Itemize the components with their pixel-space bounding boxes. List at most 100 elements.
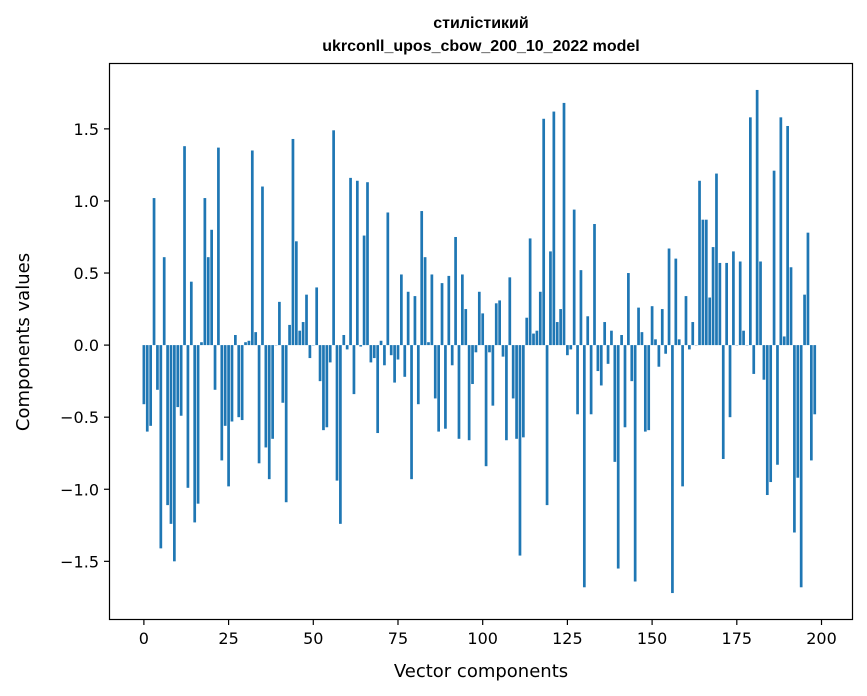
- bar: [379, 340, 383, 346]
- bar: [291, 138, 295, 346]
- chart-title: стилістикий: [433, 15, 528, 32]
- bar: [772, 170, 776, 346]
- bar: [657, 345, 661, 367]
- bar: [413, 296, 417, 346]
- bar: [257, 345, 261, 464]
- bar: [355, 180, 359, 346]
- bar: [335, 345, 339, 481]
- bar: [633, 345, 637, 582]
- bar: [508, 277, 512, 346]
- bar: [738, 261, 742, 346]
- bar: [691, 322, 695, 346]
- bar: [400, 274, 403, 346]
- bar: [515, 345, 518, 439]
- bar: [467, 345, 471, 441]
- bar: [555, 322, 559, 346]
- bar: [342, 335, 346, 346]
- bar: [572, 209, 576, 346]
- bar: [582, 345, 586, 588]
- bar: [559, 309, 562, 346]
- bar: [599, 345, 603, 386]
- bar: [345, 345, 349, 350]
- bar: [284, 345, 288, 503]
- y-tick-label: 0.5: [74, 264, 99, 283]
- bar: [427, 342, 430, 346]
- bar: [793, 345, 796, 533]
- bar: [576, 345, 579, 415]
- bar: [538, 291, 542, 346]
- bar: [440, 283, 444, 346]
- bar: [762, 345, 766, 380]
- bar: [173, 345, 176, 562]
- bar: [213, 345, 217, 390]
- bar: [589, 345, 593, 415]
- bar: [616, 345, 620, 569]
- bar: [267, 345, 271, 480]
- bar: [369, 345, 373, 363]
- bar: [396, 345, 400, 360]
- bar: [447, 275, 451, 346]
- y-tick-label: −1.5: [60, 552, 99, 571]
- x-tick-label: 25: [218, 629, 238, 648]
- bar: [664, 345, 668, 354]
- x-tick-label: 200: [806, 629, 837, 648]
- bar: [525, 317, 529, 346]
- bar: [362, 235, 366, 346]
- bar: [156, 345, 159, 390]
- bar: [328, 345, 332, 363]
- bar: [593, 224, 596, 346]
- bar: [630, 345, 634, 382]
- bar: [196, 345, 200, 504]
- bar: [667, 248, 671, 346]
- bar: [278, 301, 281, 346]
- bar: [603, 322, 607, 346]
- bar: [210, 229, 213, 346]
- bar: [294, 241, 298, 346]
- bar: [769, 345, 773, 483]
- bar: [281, 345, 285, 403]
- y-axis-label: Components values: [13, 253, 34, 431]
- bar: [535, 330, 539, 346]
- bar: [518, 345, 522, 556]
- bar: [444, 345, 447, 429]
- bar: [271, 345, 274, 439]
- y-tick-label: −0.5: [60, 408, 99, 427]
- bar: [166, 345, 169, 506]
- bar: [464, 309, 468, 346]
- bar: [217, 147, 220, 346]
- bar: [220, 345, 224, 461]
- bar: [325, 345, 329, 428]
- bar: [728, 345, 732, 418]
- bar: [332, 130, 335, 346]
- bar: [264, 345, 268, 448]
- bar: [566, 345, 569, 356]
- x-axis-label: Vector components: [394, 661, 568, 682]
- y-tick-label: −1.0: [60, 480, 99, 499]
- bar: [562, 102, 566, 346]
- bar: [420, 211, 424, 346]
- bar: [474, 345, 478, 353]
- bar: [383, 345, 386, 366]
- bar: [732, 251, 735, 346]
- bar: [715, 173, 718, 346]
- bar: [240, 345, 244, 421]
- bar: [725, 262, 728, 346]
- bar: [674, 258, 678, 346]
- bar: [610, 330, 613, 346]
- bar: [640, 332, 644, 346]
- bar: [339, 345, 342, 524]
- bar: [789, 267, 793, 346]
- bar: [189, 281, 193, 346]
- bar: [261, 186, 264, 346]
- bar: [627, 273, 630, 346]
- bar: [183, 146, 186, 346]
- bar: [806, 232, 810, 346]
- bar: [654, 339, 657, 346]
- bar: [433, 345, 437, 399]
- bar: [366, 182, 369, 346]
- bar: [782, 336, 786, 346]
- bar: [186, 345, 190, 488]
- bar: [505, 345, 508, 441]
- bar: [552, 111, 556, 346]
- bar: [759, 261, 762, 346]
